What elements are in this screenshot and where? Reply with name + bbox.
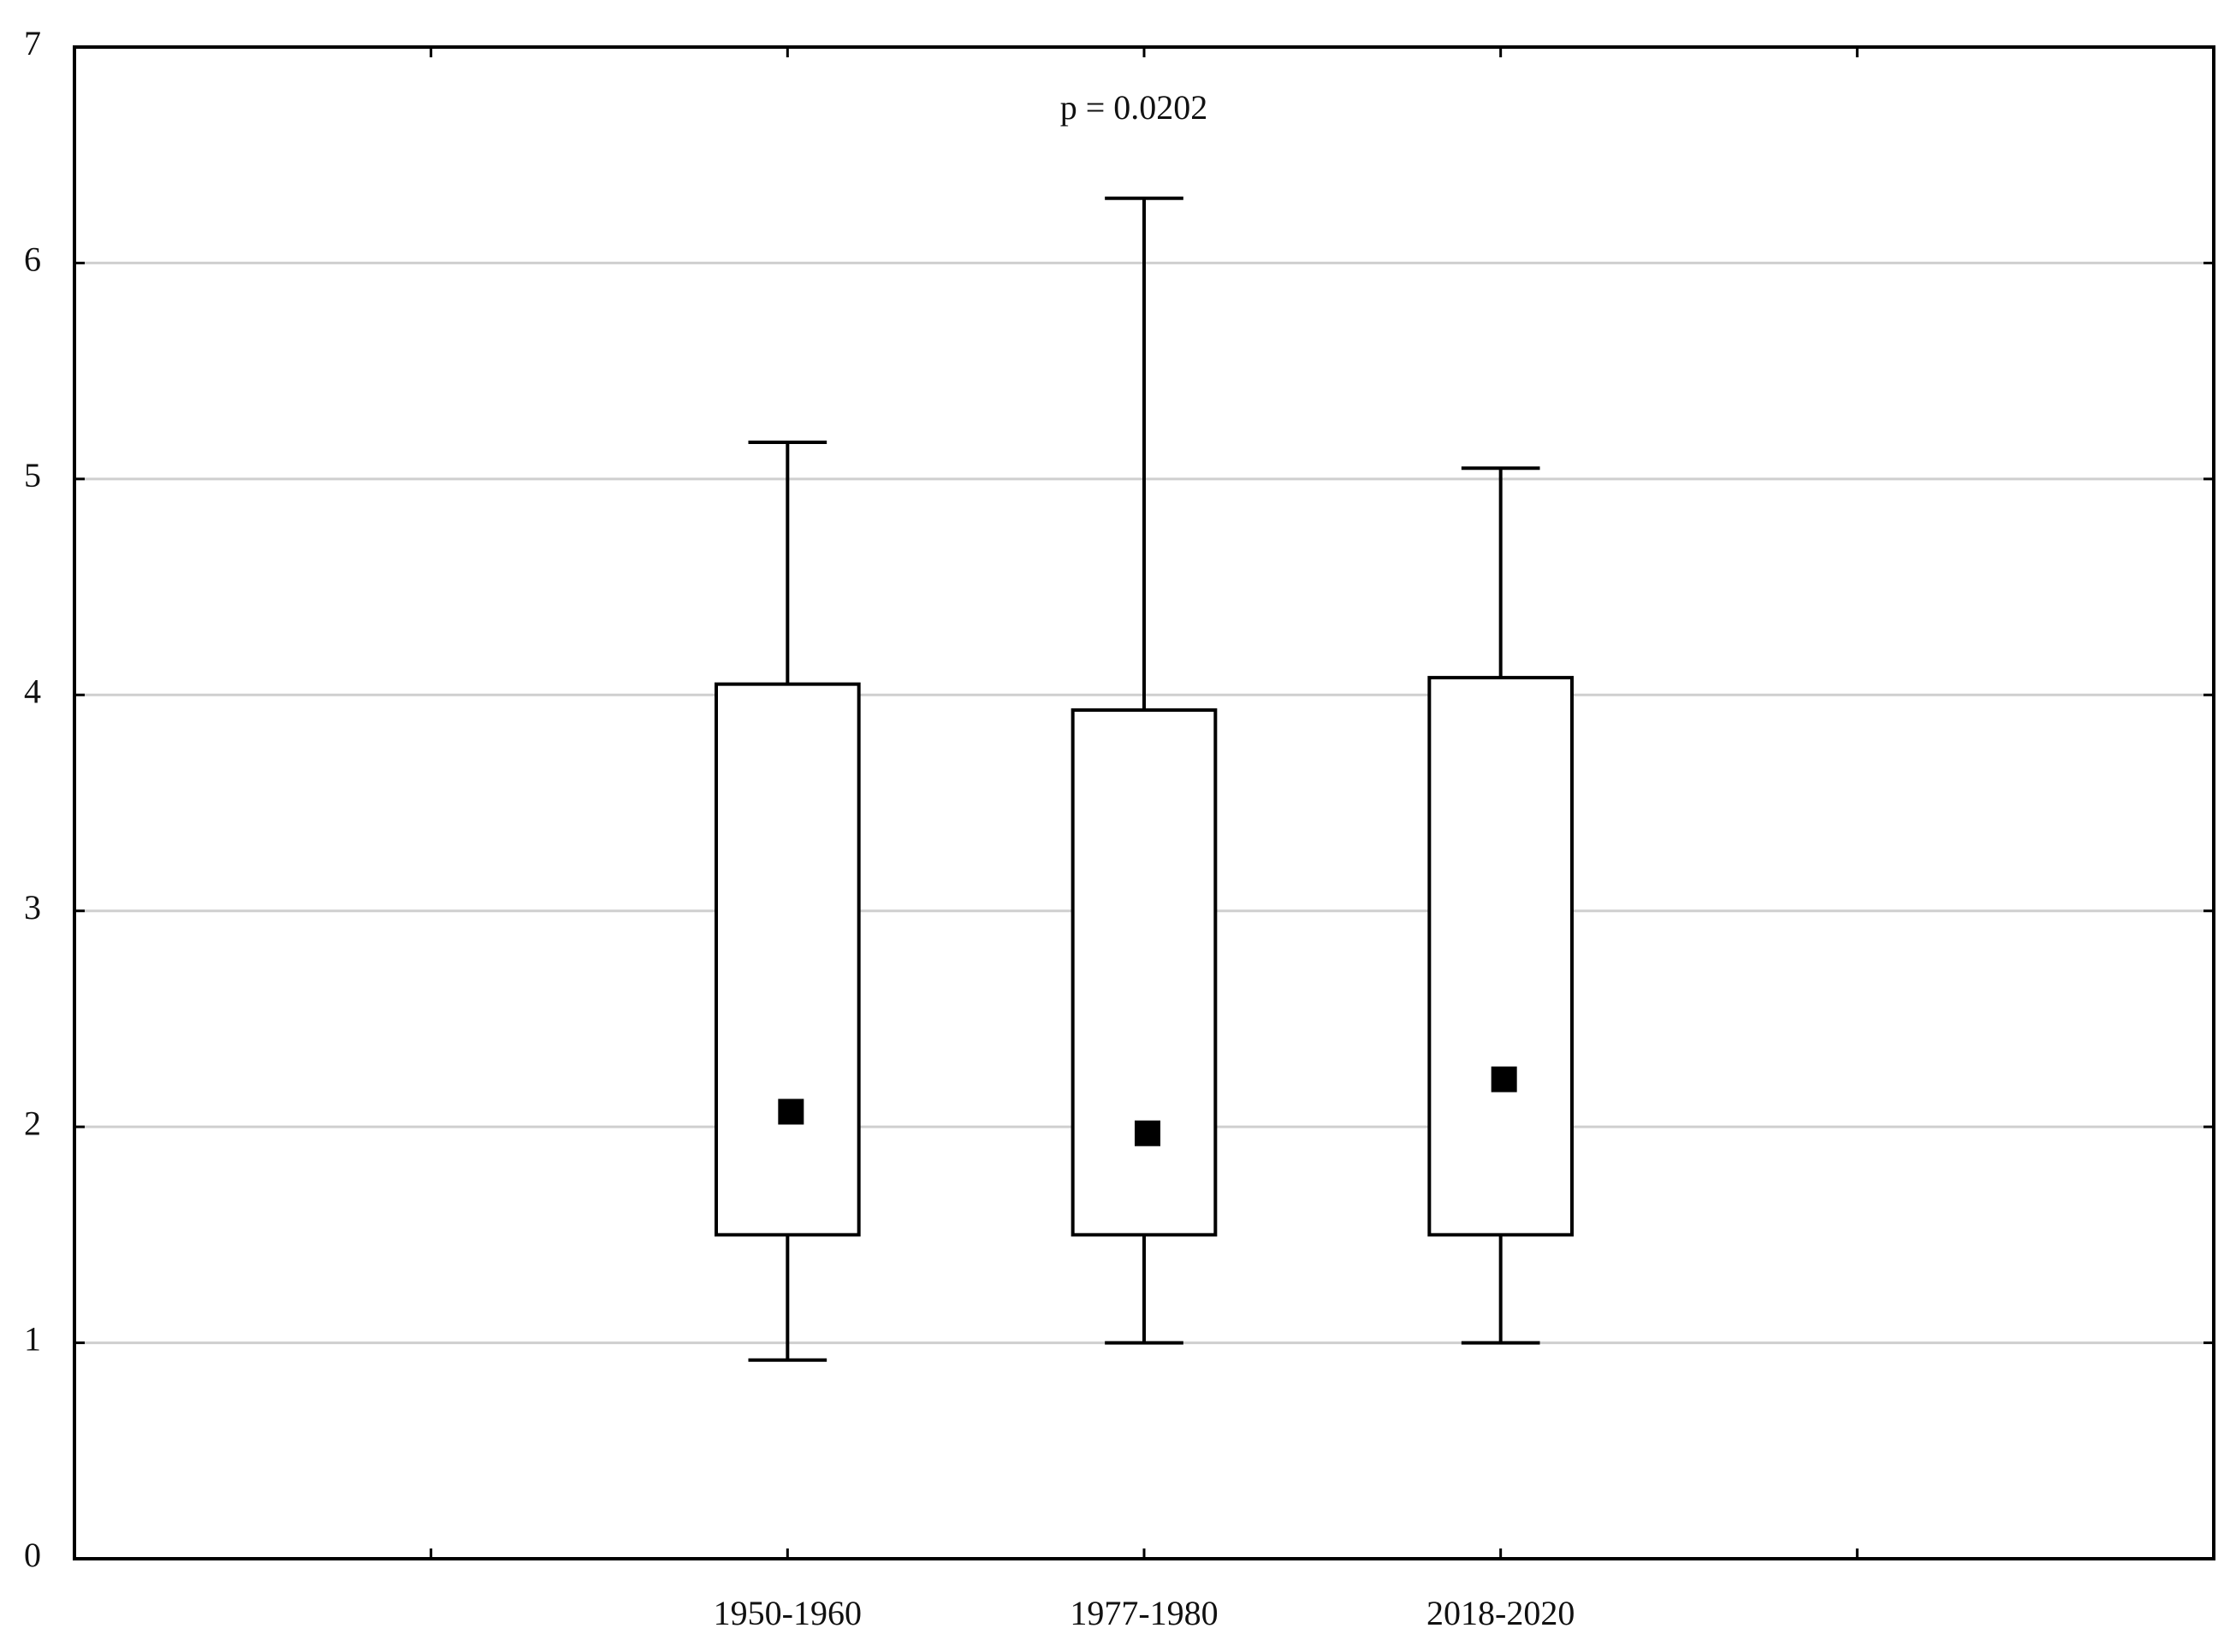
x-tick-label: 1950-1960 [714,1594,862,1632]
box [715,682,861,1237]
median-point [1491,1066,1517,1092]
y-tick-label: 4 [24,672,41,710]
median-point [778,1098,804,1125]
box [1071,708,1218,1237]
x-tick-label: 1977-1980 [1070,1594,1218,1632]
x-tick-label: 2018-2020 [1426,1594,1575,1632]
y-tick-label: 3 [24,888,41,927]
y-tick-label: 0 [24,1536,41,1574]
y-tick-label: 6 [24,240,41,279]
y-tick-label: 5 [24,456,41,494]
box [1427,676,1575,1237]
y-tick-label: 2 [24,1104,41,1142]
y-tick-label: 7 [24,24,41,62]
annotation: p = 0.0202 [1060,88,1208,127]
y-tick-label: 1 [24,1320,41,1359]
median-point [1135,1120,1160,1146]
